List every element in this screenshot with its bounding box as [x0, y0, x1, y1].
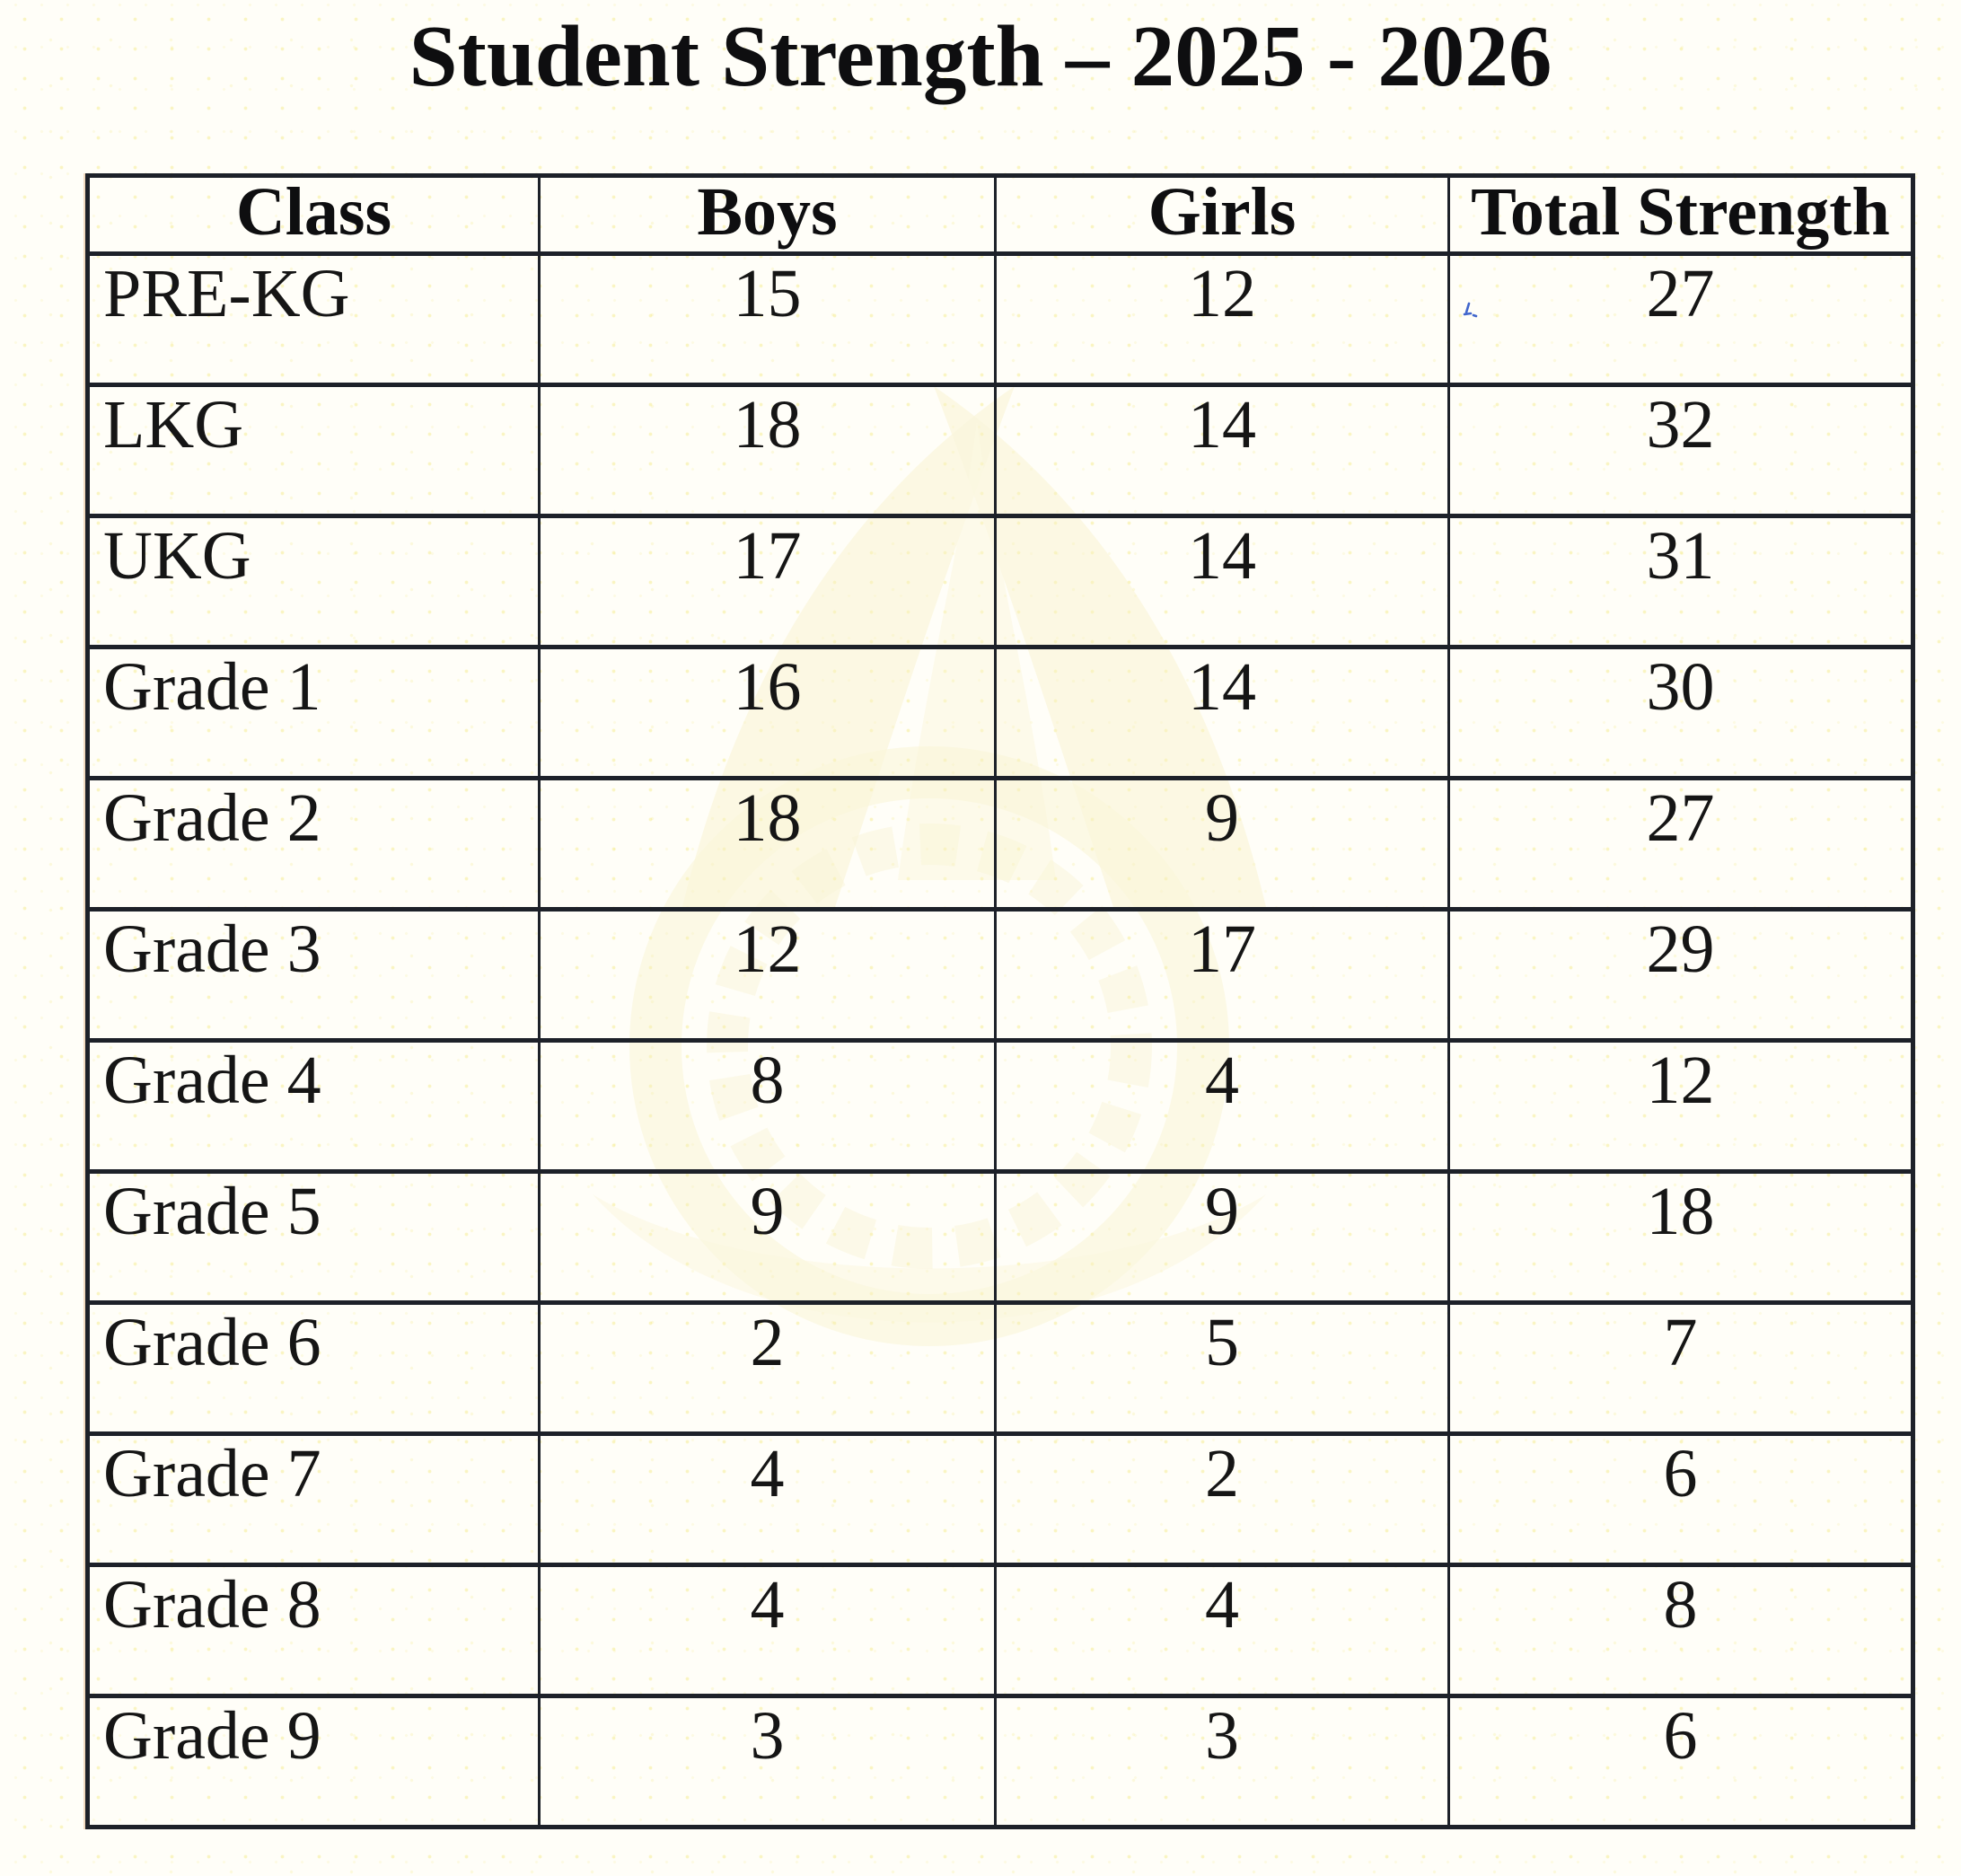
- header-boys: Boys: [538, 173, 997, 256]
- class-cell: LKG: [86, 383, 541, 518]
- class-cell: PRE-KG: [86, 251, 541, 387]
- boys-cell: 15: [538, 251, 997, 387]
- table-row: Grade 7 4 2 6: [86, 1431, 1914, 1567]
- table-row: UKG 17 14 31: [86, 514, 1914, 649]
- girls-cell: 4: [994, 1563, 1450, 1698]
- class-cell: Grade 5: [86, 1169, 541, 1305]
- class-cell: Grade 4: [86, 1038, 541, 1174]
- class-cell: Grade 9: [86, 1694, 541, 1829]
- total-cell: 32: [1447, 383, 1914, 518]
- table-row: PRE-KG 15 12 27: [86, 251, 1914, 387]
- total-cell: 6: [1447, 1694, 1914, 1829]
- boys-cell: 12: [538, 907, 997, 1043]
- total-cell: 6: [1447, 1431, 1914, 1567]
- table-row: Grade 6 2 5 7: [86, 1300, 1914, 1436]
- class-cell: Grade 8: [86, 1563, 541, 1698]
- table-row: Grade 8 4 4 8: [86, 1563, 1914, 1698]
- boys-cell: 4: [538, 1563, 997, 1698]
- girls-cell: 14: [994, 514, 1450, 649]
- girls-cell: 14: [994, 383, 1450, 518]
- boys-cell: 8: [538, 1038, 997, 1174]
- boys-cell: 2: [538, 1300, 997, 1436]
- table-header: Class Boys Girls Total Strength: [86, 173, 1914, 256]
- total-cell: 18: [1447, 1169, 1914, 1305]
- table-row: Grade 5 9 9 18: [86, 1169, 1914, 1305]
- class-cell: Grade 6: [86, 1300, 541, 1436]
- girls-cell: 2: [994, 1431, 1450, 1567]
- girls-cell: 5: [994, 1300, 1450, 1436]
- table-row: Grade 1 16 14 30: [86, 645, 1914, 780]
- boys-cell: 18: [538, 776, 997, 912]
- header-girls: Girls: [994, 173, 1450, 256]
- girls-cell: 12: [994, 251, 1450, 387]
- class-cell: Grade 3: [86, 907, 541, 1043]
- class-cell: Grade 7: [86, 1431, 541, 1567]
- class-cell: Grade 2: [86, 776, 541, 912]
- total-cell: 7: [1447, 1300, 1914, 1436]
- total-cell: 30: [1447, 645, 1914, 780]
- table-row: LKG 18 14 32: [86, 383, 1914, 518]
- total-cell: 27: [1447, 251, 1914, 387]
- boys-cell: 17: [538, 514, 997, 649]
- header-total-strength: Total Strength: [1447, 173, 1914, 256]
- table-body: PRE-KG 15 12 27 LKG 18 14 32 UKG 17 14 3…: [86, 251, 1914, 1829]
- girls-cell: 9: [994, 1169, 1450, 1305]
- table-row: Grade 9 3 3 6: [86, 1694, 1914, 1829]
- total-cell: 31: [1447, 514, 1914, 649]
- boys-cell: 3: [538, 1694, 997, 1829]
- table-row: Grade 3 12 17 29: [86, 907, 1914, 1043]
- girls-cell: 4: [994, 1038, 1450, 1174]
- header-row: Class Boys Girls Total Strength: [86, 173, 1914, 256]
- student-strength-table: Class Boys Girls Total Strength PRE-KG 1…: [85, 173, 1915, 1829]
- page-title: Student Strength – 2025 - 2026: [409, 8, 1552, 104]
- boys-cell: 4: [538, 1431, 997, 1567]
- boys-cell: 9: [538, 1169, 997, 1305]
- class-cell: UKG: [86, 514, 541, 649]
- boys-cell: 18: [538, 383, 997, 518]
- total-cell: 27: [1447, 776, 1914, 912]
- girls-cell: 17: [994, 907, 1450, 1043]
- header-class: Class: [86, 173, 541, 256]
- girls-cell: 9: [994, 776, 1450, 912]
- girls-cell: 14: [994, 645, 1450, 780]
- table-row: Grade 2 18 9 27: [86, 776, 1914, 912]
- table-row: Grade 4 8 4 12: [86, 1038, 1914, 1174]
- girls-cell: 3: [994, 1694, 1450, 1829]
- total-cell: 12: [1447, 1038, 1914, 1174]
- boys-cell: 16: [538, 645, 997, 780]
- total-cell: 8: [1447, 1563, 1914, 1698]
- total-cell: 29: [1447, 907, 1914, 1043]
- class-cell: Grade 1: [86, 645, 541, 780]
